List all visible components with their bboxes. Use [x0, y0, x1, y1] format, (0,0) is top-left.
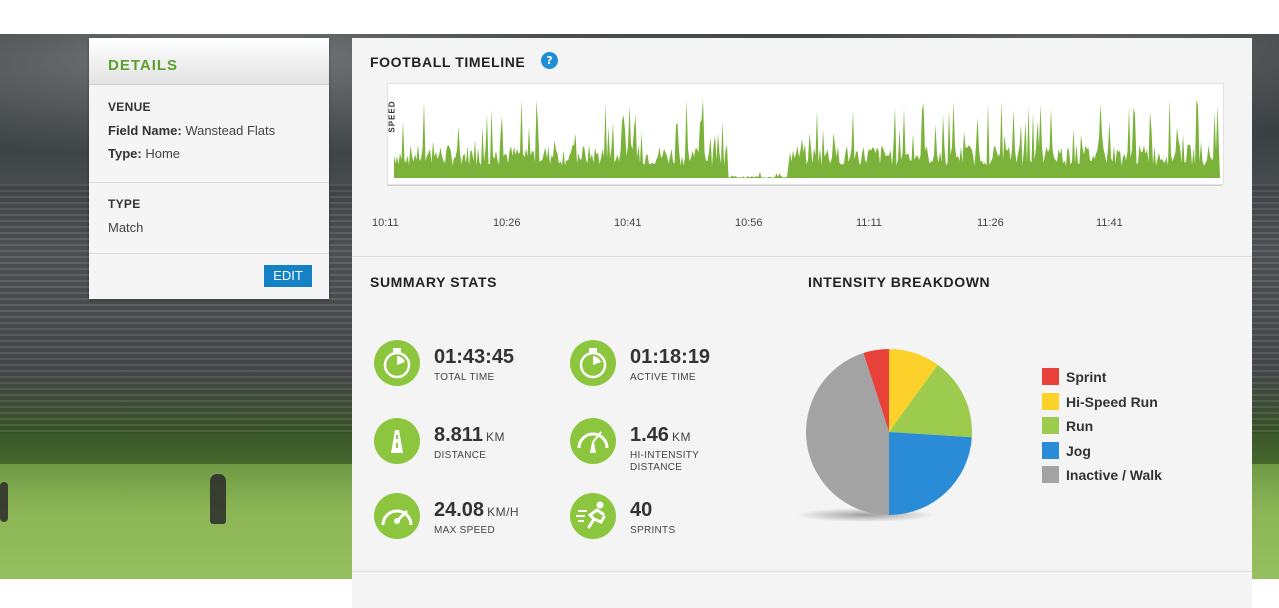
- stat-value: 24.08 KM/H: [434, 499, 520, 521]
- venue-heading: VENUE: [108, 100, 151, 114]
- details-title: DETAILS: [108, 57, 179, 74]
- stat-label: ACTIVE TIME: [630, 372, 696, 383]
- type-section: TYPE Match: [89, 183, 329, 254]
- venue-type-value: Home: [145, 146, 181, 161]
- timeline-tick-label: 10:56: [735, 217, 763, 229]
- legend-swatch: [1042, 466, 1059, 483]
- stat-value: 8.811 KM: [434, 424, 505, 446]
- timeline-tick-label: 11:41: [1096, 217, 1123, 229]
- stopwatch-icon: [374, 340, 420, 386]
- stat-value: 01:18:19: [630, 346, 711, 368]
- stopwatch-icon: [570, 340, 616, 386]
- field-name-value: Wanstead Flats: [185, 123, 276, 138]
- stat-label: HI-INTENSITY DISTANCE: [630, 450, 700, 473]
- legend-label: Inactive / Walk: [1066, 467, 1162, 483]
- speed-trace: [394, 98, 1220, 178]
- speedometer-icon: [374, 493, 420, 539]
- sprinter-icon: [570, 493, 616, 539]
- legend-label: Hi-Speed Run: [1066, 394, 1158, 410]
- stat-unit: KM: [671, 430, 691, 444]
- stat-unit: KM/H: [487, 505, 520, 519]
- stat-label: DISTANCE: [434, 450, 487, 461]
- main-panel: FOOTBALL TIMELINE ? SPEED 10:11 10:26 10:4…: [352, 38, 1252, 608]
- edit-button[interactable]: EDIT: [264, 265, 312, 287]
- field-name-label: Field Name:: [108, 123, 182, 138]
- field-name-line: Field Name: Wanstead Flats: [108, 123, 275, 138]
- speed-axis-label: SPEED: [387, 100, 397, 133]
- stat-label: SPRINTS: [630, 525, 676, 536]
- timeline-tick-label: 10:11: [372, 217, 399, 229]
- player-silhouette: [0, 482, 8, 522]
- stat-label: MAX SPEED: [434, 525, 496, 536]
- legend-swatch: [1042, 442, 1059, 459]
- stat-label: TOTAL TIME: [434, 372, 495, 383]
- legend-label: Sprint: [1066, 369, 1107, 385]
- legend-label: Run: [1066, 418, 1094, 434]
- help-icon[interactable]: ?: [541, 52, 558, 69]
- road-icon: [374, 418, 420, 464]
- section-divider: [352, 256, 1252, 257]
- legend-swatch: [1042, 393, 1059, 410]
- type-heading: TYPE: [108, 197, 141, 211]
- stat-value: 1.46 KM: [630, 424, 691, 446]
- legend-swatch: [1042, 417, 1059, 434]
- legend-label: Jog: [1066, 443, 1091, 459]
- timeline-tick-label: 11:11: [856, 217, 882, 229]
- timeline-axis: [387, 185, 1222, 186]
- timeline-chart: SPEED: [387, 83, 1224, 185]
- gauge-road-icon: [570, 418, 616, 464]
- timeline-speed-plot: [394, 98, 1220, 178]
- details-header: DETAILS: [89, 38, 329, 85]
- stat-value: 01:43:45: [434, 346, 515, 368]
- type-value: Match: [108, 220, 144, 235]
- venue-type-line: Type: Home: [108, 146, 180, 161]
- player-silhouette: [210, 474, 226, 524]
- venue-section: VENUE Field Name: Wanstead Flats Type: H…: [89, 85, 329, 183]
- intensity-title: INTENSITY BREAKDOWN: [808, 274, 991, 290]
- timeline-tick-label: 10:26: [493, 217, 521, 229]
- pie-slice-sprint[interactable]: [863, 349, 889, 432]
- legend-swatch: [1042, 368, 1059, 385]
- timeline-tick-label: 10:41: [614, 217, 642, 229]
- section-divider: [352, 571, 1252, 572]
- stat-value: 40: [630, 499, 653, 521]
- timeline-title: FOOTBALL TIMELINE: [370, 54, 526, 70]
- stat-unit: KM: [485, 430, 505, 444]
- summary-title: SUMMARY STATS: [370, 274, 498, 290]
- pie-slice-run[interactable]: [889, 364, 973, 438]
- pie-slice-jog[interactable]: [889, 432, 972, 515]
- pie-slice-inactive-walk[interactable]: [805, 353, 889, 515]
- details-panel: DETAILS VENUE Field Name: Wanstead Flats…: [89, 38, 329, 299]
- intensity-pie-chart: [805, 349, 973, 515]
- venue-type-label: Type:: [108, 146, 142, 161]
- timeline-tick-label: 11:26: [977, 217, 1004, 229]
- pie-slice-hi-speed-run[interactable]: [889, 349, 938, 432]
